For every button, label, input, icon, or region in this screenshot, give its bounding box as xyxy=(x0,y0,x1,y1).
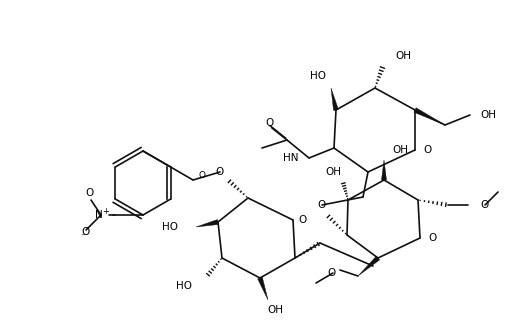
Text: OH: OH xyxy=(395,51,411,61)
Text: HO: HO xyxy=(176,281,192,291)
Polygon shape xyxy=(414,108,445,125)
Polygon shape xyxy=(196,219,219,227)
Text: O: O xyxy=(82,227,90,237)
Text: +: + xyxy=(102,208,109,216)
Text: O: O xyxy=(423,145,431,155)
Text: O: O xyxy=(265,118,273,128)
Polygon shape xyxy=(382,160,386,180)
Polygon shape xyxy=(258,277,268,300)
Text: HO: HO xyxy=(162,222,178,232)
Text: O: O xyxy=(85,188,93,198)
Text: OH: OH xyxy=(392,145,408,155)
Text: OH: OH xyxy=(480,110,496,120)
Text: O: O xyxy=(216,167,224,177)
Polygon shape xyxy=(358,256,380,276)
Text: HN: HN xyxy=(284,153,299,163)
Text: N: N xyxy=(95,210,103,220)
Text: O: O xyxy=(318,200,326,210)
Text: O: O xyxy=(480,200,488,210)
Text: O: O xyxy=(328,268,336,278)
Text: HO: HO xyxy=(310,71,326,81)
Text: O: O xyxy=(428,233,436,243)
Polygon shape xyxy=(331,88,338,111)
Text: OH: OH xyxy=(267,305,283,315)
Text: O: O xyxy=(199,171,205,181)
Text: ⁻: ⁻ xyxy=(80,232,86,242)
Text: OH: OH xyxy=(325,167,341,177)
Text: O: O xyxy=(298,215,306,225)
